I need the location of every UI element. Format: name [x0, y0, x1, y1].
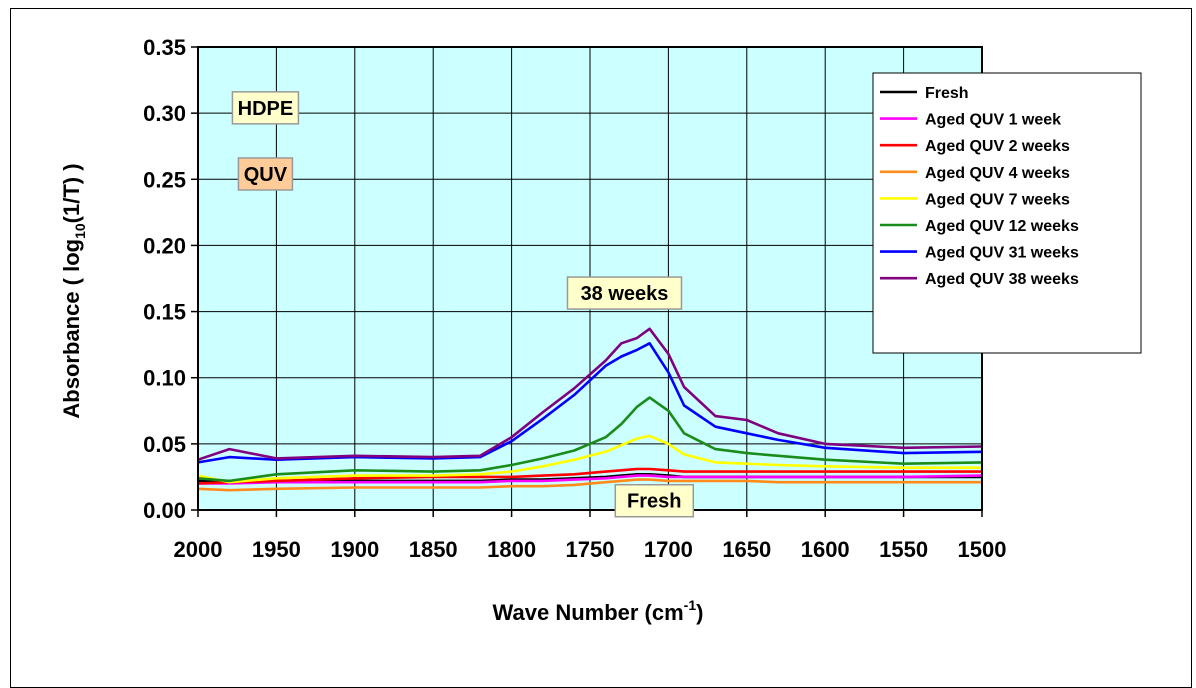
x-tick-label: 1850	[409, 537, 458, 562]
y-tick-label: 0.35	[143, 35, 186, 60]
x-tick-label: 1950	[252, 537, 301, 562]
y-tick-label: 0.25	[143, 167, 186, 192]
x-tick-label: 1650	[722, 537, 771, 562]
x-tick-label: 1900	[330, 537, 379, 562]
y-tick-label: 0.15	[143, 300, 186, 325]
y-tick-label: 0.20	[143, 233, 186, 258]
annotation-box	[566, 276, 683, 310]
x-tick-label: 1550	[879, 537, 928, 562]
series-line-4	[197, 478, 982, 492]
x-tick-label: 2000	[174, 537, 223, 562]
legend-label: Aged QUV 2 weeks	[925, 138, 1070, 155]
x-tick-label: 1500	[958, 537, 1007, 562]
series-line-6	[197, 396, 983, 483]
legend-label: Fresh	[925, 85, 969, 102]
legend-label: Aged QUV 1 week	[925, 112, 1061, 129]
annotation-label: Fresh	[627, 491, 681, 513]
series-line-8	[197, 327, 983, 461]
legend-label: Aged QUV 4 weeks	[925, 165, 1070, 182]
annotations: HDPE QUV 38 weeks Fresh	[231, 91, 695, 518]
legend-label: Aged QUV 38 weeks	[925, 271, 1079, 288]
x-tick-label: 1700	[644, 537, 693, 562]
legend-box	[872, 72, 1142, 354]
annotation-label: HDPE	[238, 98, 294, 120]
y-tick-label: 0.30	[143, 101, 186, 126]
annotation-label: 38 weeks	[581, 283, 669, 305]
legend: Fresh Aged QUV 1 week Aged QUV 2 weeks Aged…	[872, 72, 1142, 354]
x-tick-label: 1800	[487, 537, 536, 562]
annotation-box	[231, 91, 300, 125]
x-tick-label: 1750	[566, 537, 615, 562]
series-line-3	[197, 467, 982, 485]
y-tick-label: 0.00	[143, 498, 186, 523]
annotation-box	[237, 157, 294, 191]
chart-frame: 2000 1950 1900 1850 1800 1750 1700 1650 1600 1550…	[10, 8, 1192, 688]
legend-label: Aged QUV 7 weeks	[925, 191, 1070, 208]
series-layer	[197, 327, 983, 492]
y-tick-label: 0.10	[143, 366, 186, 391]
tick-labels: 2000 1950 1900 1850 1800 1750 1700 1650 1600 1550…	[143, 35, 1006, 562]
series-line-2	[198, 474, 983, 485]
legend-label: Aged QUV 12 weeks	[925, 218, 1079, 235]
x-axis-label: Wave Number (cm-1)	[493, 597, 704, 625]
y-axis-label: Absorbance ( log10(1/T) )	[59, 163, 88, 418]
legend-label: Aged QUV 31 weeks	[925, 245, 1079, 262]
x-tick-label: 1600	[801, 537, 850, 562]
absorbance-chart: 2000 1950 1900 1850 1800 1750 1700 1650 1600 1550…	[59, 35, 1142, 625]
series-line-5	[197, 434, 982, 484]
y-tick-label: 0.05	[143, 432, 186, 457]
annotation-box	[614, 483, 695, 518]
annotation-label: QUV	[244, 164, 288, 186]
